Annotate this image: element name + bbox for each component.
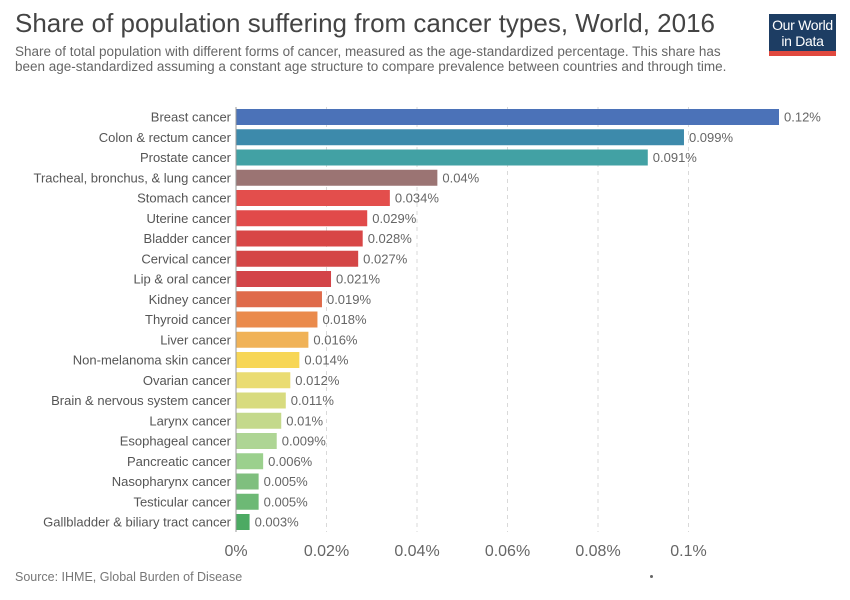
category-label: Uterine cancer [146,211,231,226]
data-label: 0.01% [286,413,323,428]
category-label: Breast cancer [151,110,232,125]
bar [236,129,684,146]
category-label: Non-melanoma skin cancer [73,353,232,368]
data-label: 0.04% [442,170,479,185]
bar [236,453,264,470]
data-label: 0.006% [268,454,313,469]
x-tick-label: 0.08% [575,543,620,560]
data-label: 0.011% [291,393,335,408]
category-label: Cervical cancer [141,251,231,266]
category-label: Lip & oral cancer [133,272,231,287]
bar [236,331,309,348]
data-label: 0.005% [264,474,309,489]
data-label: 0.018% [322,312,367,327]
category-label: Tracheal, bronchus, & lung cancer [33,170,231,185]
category-label: Testicular cancer [133,494,231,509]
x-tick-label: 0.04% [394,543,439,560]
x-tick-label: 0.02% [304,543,349,560]
data-label: 0.009% [282,434,327,449]
data-label: 0.034% [395,191,440,206]
bar [236,210,368,227]
bar [236,473,259,490]
bar [236,433,277,449]
x-tick-label: 0.1% [670,543,706,560]
data-label: 0.005% [264,494,309,509]
data-label: 0.016% [313,332,358,347]
source-note: Source: IHME, Global Burden of Disease [15,570,243,584]
data-label: 0.021% [336,272,381,287]
logo-line-1: Our World [772,17,833,33]
data-label: 0.12% [784,110,821,125]
category-label: Nasopharynx cancer [112,474,232,489]
logo-line-2: in Data [781,33,824,49]
owid-logo[interactable]: Our World in Data [769,14,836,56]
bar [236,250,359,267]
chart-subtitle: Share of total population with different… [15,44,727,74]
bar [236,271,332,287]
data-label: 0.027% [363,251,408,266]
chart-title: Share of population suffering from cance… [15,8,715,38]
bar [236,169,438,186]
bar [236,311,318,328]
bar [236,352,300,368]
category-label: Brain & nervous system cancer [51,393,232,408]
data-label: 0.012% [295,373,340,388]
bar [236,392,286,409]
category-label: Gallbladder & biliary tract cancer [43,515,232,530]
category-label: Pancreatic cancer [127,454,232,469]
data-label: 0.091% [653,150,698,165]
category-label: Ovarian cancer [143,373,232,388]
category-label: Colon & rectum cancer [99,130,232,145]
bar [236,372,291,389]
category-label: Esophageal cancer [120,434,232,449]
data-label: 0.019% [327,292,372,307]
bar [236,190,390,206]
bar [236,493,259,510]
bar [236,412,282,429]
x-tick-label: 0% [224,543,247,560]
bar [236,149,648,166]
decorative-dot [650,575,653,578]
category-label: Thyroid cancer [145,312,232,327]
bar [236,230,363,247]
category-label: Liver cancer [160,332,231,347]
bar [236,291,322,308]
bar [236,109,779,125]
data-label: 0.003% [255,515,300,530]
category-label: Kidney cancer [149,292,232,307]
data-label: 0.028% [368,231,413,246]
category-label: Bladder cancer [144,231,232,246]
data-label: 0.014% [304,353,349,368]
category-label: Prostate cancer [140,150,232,165]
category-label: Larynx cancer [149,413,231,428]
x-tick-label: 0.06% [485,543,530,560]
category-label: Stomach cancer [137,191,232,206]
data-label: 0.099% [689,130,734,145]
data-label: 0.029% [372,211,417,226]
bar [236,514,250,530]
